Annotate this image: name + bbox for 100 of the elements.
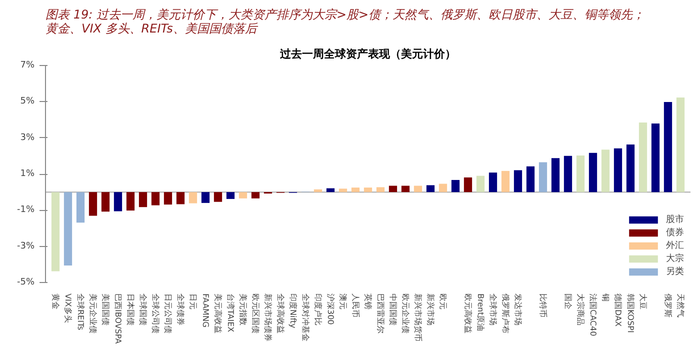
bar [238,192,248,198]
x-tick-label: 印度Nifty [288,294,298,329]
bar [651,124,660,192]
x-tick-label: VIX多头 [64,294,72,323]
x-tick-label: 全球高收益 [276,294,285,334]
x-tick-label: 巴西IBOVSPA [114,294,122,344]
bar [214,192,222,202]
bar [426,185,435,192]
x-tick-label: 大宗商品 [576,294,585,326]
legend-label: 债券 [666,226,685,239]
bar [538,162,548,192]
x-tick-label: 美国国债 [101,294,110,326]
bar [251,192,260,198]
bar [401,186,410,192]
y-tick-label: 7% [20,60,35,70]
bar [164,192,172,205]
x-tick-label: 国企 [564,294,572,310]
x-tick-label: 英镑 [364,294,372,310]
x-tick-label: 美元企业债 [88,294,98,334]
x-tick-label: 澳元 [338,294,348,310]
bar [614,148,622,192]
x-tick-label: 全球REITs [76,294,85,330]
bar [176,192,185,204]
x-tick-label: 全球对冲基金 [301,294,310,342]
bar [364,188,372,192]
bar [626,144,635,192]
x-tick-label: 欧元高收益 [464,294,472,334]
bar [201,192,210,203]
legend-label: 外汇 [666,240,685,252]
x-tick-label: 欧元 [438,294,448,310]
x-tick-label: 新兴市场 [426,294,435,326]
x-tick-label: FAAMNG [201,294,210,328]
x-tick-label: 铜 [601,292,610,302]
bar [514,170,522,192]
x-tick-label: 台湾TAIEX [226,294,235,333]
bar [451,180,460,192]
y-tick-label: 3% [20,132,35,143]
bar [226,192,235,199]
x-tick-label: 大豆 [638,294,648,310]
bar [138,192,148,208]
bar [464,177,472,192]
bar [551,158,560,192]
x-tick-label: 日元公司债 [164,294,172,334]
x-tick-label: 比特币 [538,294,548,318]
x-tick-label: 天然气 [676,294,685,318]
x-tick-label: 欧元区国债 [251,294,260,334]
y-tick-label: -5% [16,278,35,288]
x-tick-label: 韩国KOSPI [626,294,635,333]
legend-label: 股市 [666,214,685,226]
y-tick-label: -3% [16,241,35,252]
bar [126,192,135,211]
bar [51,192,60,272]
x-tick-label: 全球市场 [488,294,498,326]
x-tick-label: Brent原油 [476,294,485,332]
legend-label: 大宗 [666,252,685,265]
x-tick-label: 新兴市场货币 [414,294,422,342]
bar [601,150,610,192]
chart-title: 图表 19: 过去一周，美元计价下，大类资产排序为大宗>股>债；天然气、俄罗斯、欧日股市、大豆、铜等领先；黄金、VIX 多头、REITs、美国国债落后 [46,8,645,36]
chart-subtitle: 过去一周全球资产表现（美元计价） [279,48,456,60]
x-tick-label: 巴西雷亚尔 [376,294,385,334]
x-tick-label: 发达市场 [514,294,522,326]
bar [526,166,535,192]
bar [88,192,98,216]
bar [151,192,160,206]
y-tick-label: 1% [20,169,35,179]
x-tick-label: 全球国债 [138,294,148,326]
bar [676,98,685,192]
bar [351,188,360,192]
x-tick-label: 俄罗斯 [664,294,672,318]
x-tick-label: 美元指数 [238,294,248,326]
bar [114,192,122,212]
x-tick-label: 中国国债 [388,294,398,326]
x-tick-label: 德国DAX [614,294,622,327]
x-tick-label: 全球债券 [176,294,185,326]
bar [76,192,85,223]
bar [588,152,598,192]
bar [414,186,422,192]
bar [376,187,385,192]
bar [488,172,498,192]
x-tick-label: 日本国债 [126,294,135,326]
bar [388,186,398,192]
x-tick-label: 新兴市场债券 [264,294,272,342]
x-tick-label: 黄金 [51,294,60,310]
bar [188,192,198,204]
bar [664,102,672,192]
x-tick-label: 日元 [188,294,198,310]
legend-label: 另类 [666,266,685,278]
bar [438,184,448,192]
x-tick-label: 沪深300 [326,294,335,325]
bar [501,170,510,192]
x-tick-label: 欧元企业债 [401,294,410,334]
x-tick-label: 印度卢比 [314,294,322,326]
bar [101,192,110,212]
bar [326,188,335,192]
bar [314,189,322,192]
x-tick-label: 人民币 [351,294,360,318]
x-tick-label: 美元高收益 [214,294,222,334]
bar [338,188,348,192]
bar [64,192,72,266]
y-tick-label: -1% [16,205,35,216]
